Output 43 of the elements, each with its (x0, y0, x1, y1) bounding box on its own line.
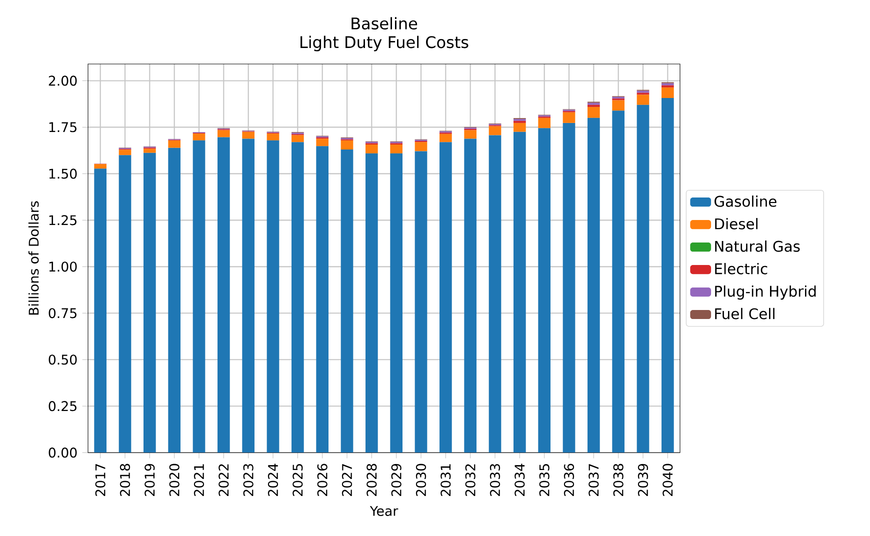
x-tick-label: 2018 (120, 464, 130, 496)
legend-label: Gasoline (714, 196, 776, 207)
x-tick-label: 2035 (539, 464, 550, 496)
x-tick-label: 2021 (194, 464, 204, 496)
legend-label: Fuel Cell (715, 308, 774, 320)
y-tick-label: 0.50 (48, 354, 77, 365)
y-tick-label: 0.00 (48, 448, 77, 458)
chart-title: Baseline (352, 17, 418, 30)
x-tick-label: 2029 (391, 464, 402, 496)
legend-label: Electric (715, 262, 768, 274)
x-tick-label: 2033 (490, 464, 500, 496)
x-tick-label: 2034 (514, 464, 525, 496)
x-tick-label: 2036 (564, 464, 574, 496)
x-tick-label: 2026 (317, 464, 328, 496)
y-tick-label: 2.00 (48, 76, 77, 86)
x-tick-label: 2030 (416, 464, 426, 496)
x-tick-label: 2040 (662, 464, 673, 496)
y-tick-label: 1.75 (49, 122, 76, 132)
x-tick-label: 2037 (588, 464, 599, 496)
x-tick-label: 2025 (292, 464, 303, 496)
x-tick-label: 2027 (342, 464, 352, 496)
y-tick-label: 1.00 (49, 262, 77, 272)
x-tick-label: 2039 (638, 464, 648, 496)
y-tick-label: 0.25 (48, 401, 76, 412)
y-tick-label: 1.25 (49, 215, 76, 226)
x-tick-label: 2028 (366, 464, 377, 496)
y-tick-label: 1.50 (49, 168, 77, 179)
legend-label: Plug-in Hybrid (715, 285, 816, 300)
y-tick-label: 0.75 (48, 308, 76, 318)
x-tick-label: 2023 (243, 464, 254, 496)
x-tick-label: 2017 (95, 464, 106, 496)
legend-label: Natural Gas (715, 240, 800, 252)
x-axis-title: Year (370, 506, 398, 516)
x-tick-label: 2020 (169, 464, 180, 496)
x-tick-label: 2038 (613, 464, 624, 496)
chart-subtitle: Light Duty Fuel Costs (300, 36, 468, 52)
x-tick-label: 2019 (144, 464, 155, 496)
x-tick-label: 2022 (218, 464, 229, 496)
legend-label: Diesel (715, 218, 758, 230)
x-tick-label: 2031 (440, 464, 451, 496)
y-axis-title: Billions of Dollars (28, 201, 39, 315)
x-tick-label: 2032 (465, 464, 476, 496)
x-tick-label: 2024 (268, 464, 278, 496)
